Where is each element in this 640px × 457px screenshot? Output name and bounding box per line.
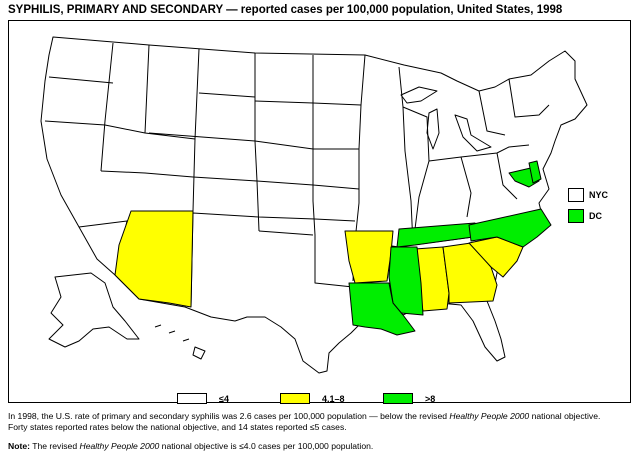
dc-label: DC xyxy=(589,211,602,221)
footnote-line-1: In 1998, the U.S. rate of primary and se… xyxy=(8,411,601,421)
legend-item-high: >8 xyxy=(383,393,435,404)
map-title: SYPHILIS, PRIMARY AND SECONDARY — report… xyxy=(8,4,563,16)
state-mississippi xyxy=(388,246,424,316)
state-north-carolina xyxy=(468,208,552,248)
nyc-label: NYC xyxy=(589,190,609,200)
legend-swatch-low xyxy=(177,393,207,404)
inset-key-nyc: NYC xyxy=(568,188,608,202)
nyc-swatch xyxy=(568,188,584,202)
state-tennessee xyxy=(396,222,476,248)
map-frame xyxy=(8,20,631,403)
state-arkansas xyxy=(344,230,394,284)
footnote-note: Note: The revised Healthy People 2000 na… xyxy=(8,441,374,451)
dc-swatch xyxy=(568,209,584,223)
state-arizona xyxy=(114,210,194,308)
legend-swatch-mid xyxy=(280,393,310,404)
state-delaware xyxy=(528,160,542,184)
legend-label-low: ≤4 xyxy=(219,393,229,404)
us-state-map xyxy=(40,36,588,374)
inset-key-dc: DC xyxy=(568,209,602,223)
footnote-line-2: Forty states reported rates below the na… xyxy=(8,422,347,432)
legend-label-high: >8 xyxy=(425,393,436,404)
legend-swatch-high xyxy=(383,393,413,404)
lake-huron-erie xyxy=(454,114,492,152)
lake-superior xyxy=(400,86,438,104)
hawaii xyxy=(154,324,206,360)
alaska xyxy=(48,272,140,348)
us-outline xyxy=(40,36,588,374)
legend-item-low: ≤4 xyxy=(177,393,229,404)
legend-item-mid: 4.1–8 xyxy=(280,393,345,404)
state-louisiana xyxy=(348,282,416,336)
legend-label-mid: 4.1–8 xyxy=(322,393,345,404)
lake-michigan xyxy=(426,108,440,150)
